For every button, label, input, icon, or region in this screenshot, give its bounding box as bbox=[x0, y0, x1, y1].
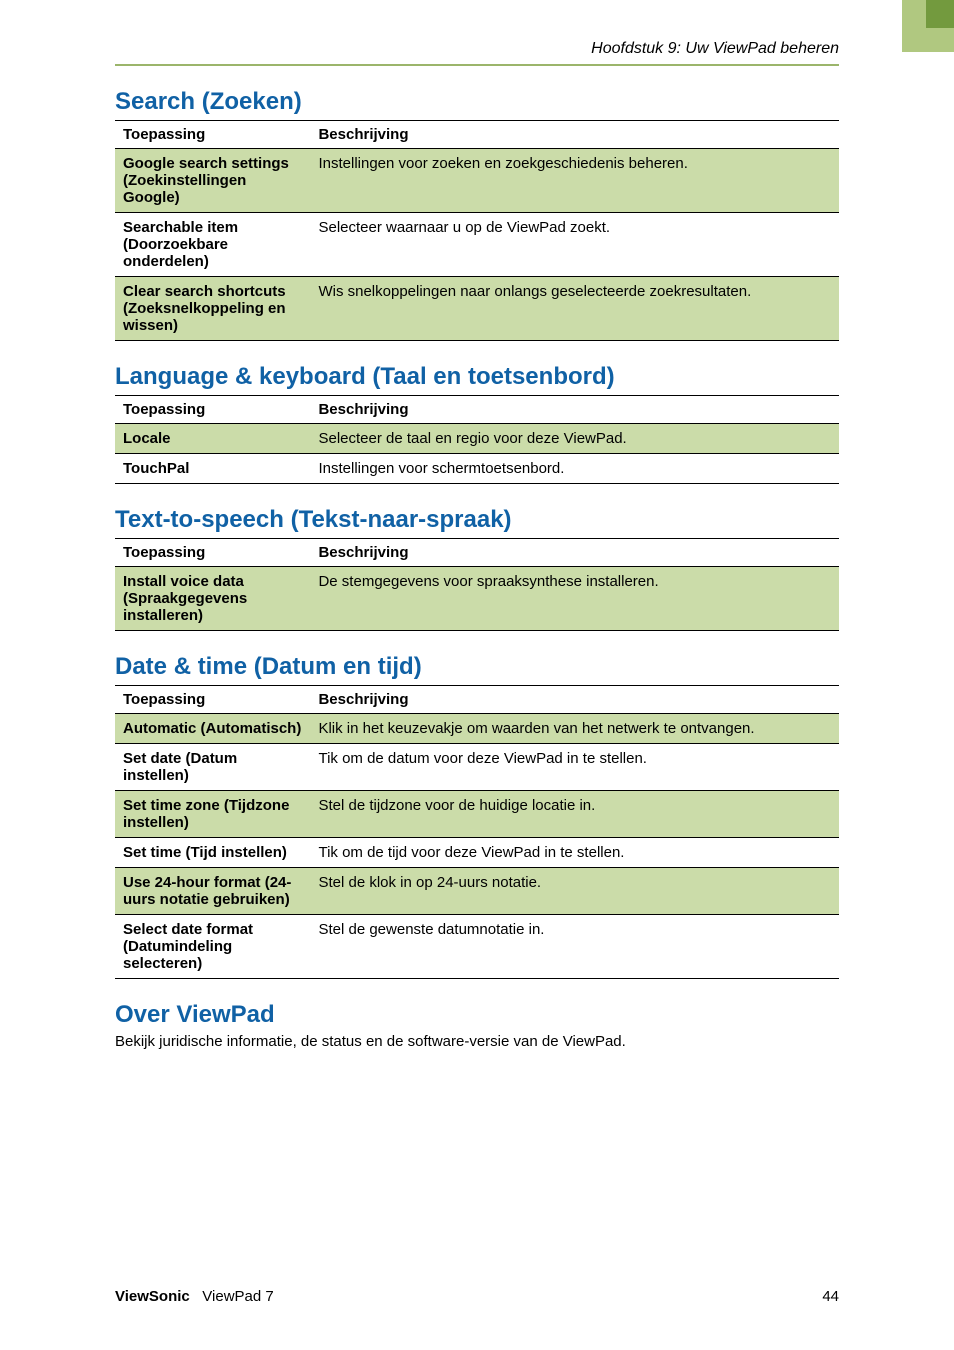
row-label: Use 24-hour format (24-uurs notatie gebr… bbox=[115, 868, 310, 915]
section-title-language: Language & keyboard (Taal en toetsenbord… bbox=[115, 363, 839, 391]
row-label: Clear search shortcuts (Zoeksnelkoppelin… bbox=[115, 277, 310, 341]
row-label: TouchPal bbox=[115, 454, 310, 484]
section-title-tts: Text-to-speech (Tekst-naar-spraak) bbox=[115, 506, 839, 534]
row-label: Google search settings (Zoekinstellingen… bbox=[115, 149, 310, 213]
table-row: Locale Selecteer de taal en regio voor d… bbox=[115, 424, 839, 454]
tab-dark-square bbox=[926, 0, 954, 28]
row-label: Locale bbox=[115, 424, 310, 454]
table-row: Set date (Datum instellen) Tik om de dat… bbox=[115, 744, 839, 791]
col-header-app: Toepassing bbox=[115, 396, 310, 424]
table-row: Select date format (Datumindeling select… bbox=[115, 915, 839, 979]
table-search: Toepassing Beschrijving Google search se… bbox=[115, 120, 839, 341]
table-row: Set time zone (Tijdzone instellen) Stel … bbox=[115, 791, 839, 838]
row-desc: Stel de gewenste datumnotatie in. bbox=[310, 915, 839, 979]
table-row: Set time (Tijd instellen) Tik om de tijd… bbox=[115, 838, 839, 868]
footer-product: ViewPad 7 bbox=[202, 1288, 273, 1305]
section-title-about: Over ViewPad bbox=[115, 1001, 839, 1029]
table-row: Clear search shortcuts (Zoeksnelkoppelin… bbox=[115, 277, 839, 341]
page-footer: ViewSonic ViewPad 7 44 bbox=[115, 1288, 839, 1305]
table-row: Automatic (Automatisch) Klik in het keuz… bbox=[115, 714, 839, 744]
col-header-app: Toepassing bbox=[115, 686, 310, 714]
footer-page-number: 44 bbox=[822, 1288, 839, 1305]
section-title-datetime: Date & time (Datum en tijd) bbox=[115, 653, 839, 681]
row-label: Searchable item (Doorzoekbare onderdelen… bbox=[115, 213, 310, 277]
table-row: TouchPal Instellingen voor schermtoetsen… bbox=[115, 454, 839, 484]
table-row: Searchable item (Doorzoekbare onderdelen… bbox=[115, 213, 839, 277]
corner-tab bbox=[902, 0, 954, 52]
table-row: Use 24-hour format (24-uurs notatie gebr… bbox=[115, 868, 839, 915]
row-desc: Instellingen voor zoeken en zoekgeschied… bbox=[310, 149, 839, 213]
col-header-desc: Beschrijving bbox=[310, 686, 839, 714]
row-desc: Wis snelkoppelingen naar onlangs geselec… bbox=[310, 277, 839, 341]
col-header-desc: Beschrijving bbox=[310, 396, 839, 424]
table-row: Install voice data (Spraakgegevens insta… bbox=[115, 567, 839, 631]
row-desc: Stel de tijdzone voor de huidige locatie… bbox=[310, 791, 839, 838]
table-tts: Toepassing Beschrijving Install voice da… bbox=[115, 538, 839, 631]
about-body: Bekijk juridische informatie, de status … bbox=[115, 1033, 839, 1050]
row-desc: Tik om de tijd voor deze ViewPad in te s… bbox=[310, 838, 839, 868]
col-header-desc: Beschrijving bbox=[310, 121, 839, 149]
section-title-search: Search (Zoeken) bbox=[115, 88, 839, 116]
table-language: Toepassing Beschrijving Locale Selecteer… bbox=[115, 395, 839, 484]
col-header-app: Toepassing bbox=[115, 121, 310, 149]
col-header-app: Toepassing bbox=[115, 539, 310, 567]
row-desc: De stemgegevens voor spraaksynthese inst… bbox=[310, 567, 839, 631]
row-label: Install voice data (Spraakgegevens insta… bbox=[115, 567, 310, 631]
row-desc: Stel de klok in op 24-uurs notatie. bbox=[310, 868, 839, 915]
row-desc: Instellingen voor schermtoetsenbord. bbox=[310, 454, 839, 484]
footer-brand: ViewSonic bbox=[115, 1288, 190, 1305]
running-header: Hoofdstuk 9: Uw ViewPad beheren bbox=[115, 40, 839, 66]
row-label: Select date format (Datumindeling select… bbox=[115, 915, 310, 979]
row-desc: Klik in het keuzevakje om waarden van he… bbox=[310, 714, 839, 744]
row-desc: Tik om de datum voor deze ViewPad in te … bbox=[310, 744, 839, 791]
row-desc: Selecteer de taal en regio voor deze Vie… bbox=[310, 424, 839, 454]
footer-left: ViewSonic ViewPad 7 bbox=[115, 1288, 274, 1305]
table-datetime: Toepassing Beschrijving Automatic (Autom… bbox=[115, 685, 839, 979]
col-header-desc: Beschrijving bbox=[310, 539, 839, 567]
row-label: Set time (Tijd instellen) bbox=[115, 838, 310, 868]
row-label: Set date (Datum instellen) bbox=[115, 744, 310, 791]
row-label: Set time zone (Tijdzone instellen) bbox=[115, 791, 310, 838]
table-row: Google search settings (Zoekinstellingen… bbox=[115, 149, 839, 213]
row-label: Automatic (Automatisch) bbox=[115, 714, 310, 744]
row-desc: Selecteer waarnaar u op de ViewPad zoekt… bbox=[310, 213, 839, 277]
